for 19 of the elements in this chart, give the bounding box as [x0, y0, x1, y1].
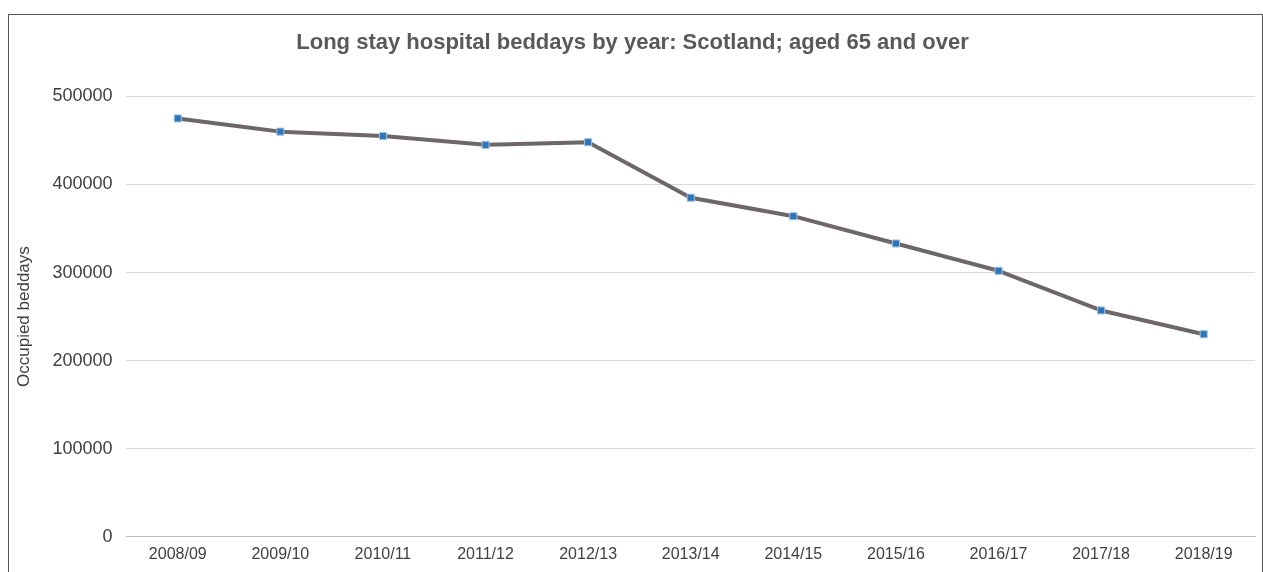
y-tick-label: 400000 [52, 173, 113, 194]
y-tick-label: 500000 [52, 85, 113, 106]
x-tick-label: 2011/12 [457, 544, 514, 562]
y-tick-label: 100000 [52, 437, 113, 458]
x-tick-label: 2009/10 [251, 544, 310, 562]
x-tick-label: 2018/19 [1174, 544, 1233, 562]
y-tick-label: 200000 [52, 349, 113, 370]
x-tick-label: 2008/09 [148, 544, 207, 562]
x-tick-label: 2012/13 [559, 544, 618, 562]
x-tick-label: 2014/15 [764, 544, 823, 562]
y-axis-title: Occupied beddays [13, 246, 33, 388]
x-tick-label: 2010/11 [354, 544, 412, 562]
y-tick-label: 0 [102, 525, 113, 546]
x-tick-label: 2017/18 [1072, 544, 1131, 562]
y-tick-label: 300000 [52, 261, 113, 282]
x-tick-label: 2013/14 [661, 544, 720, 562]
x-tick-label: 2015/16 [867, 544, 925, 562]
chart-title: Long stay hospital beddays by year: Scotland; aged 65 and over [296, 29, 970, 55]
x-tick-label: 2016/17 [969, 544, 1028, 562]
